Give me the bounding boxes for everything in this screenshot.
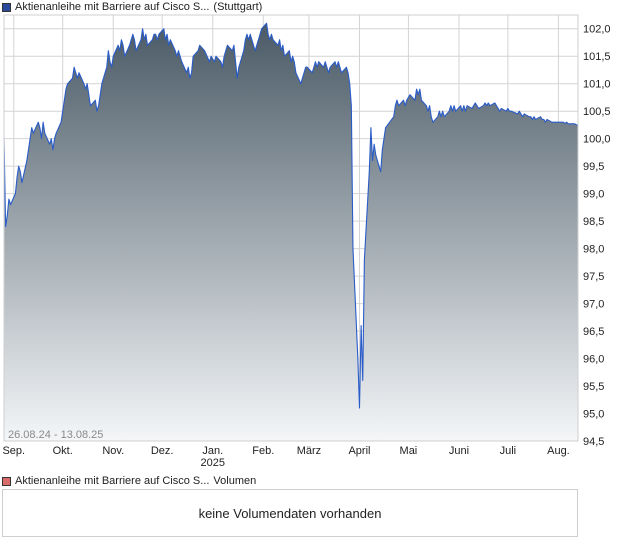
y-tick-label: 101,0 — [583, 79, 611, 91]
x-tick-label: April — [348, 445, 370, 457]
date-range-label: 26.08.24 - 13.08.25 — [8, 429, 103, 441]
y-tick-label: 96,5 — [583, 326, 604, 338]
y-tick-label: 99,5 — [583, 161, 604, 173]
price-area — [4, 23, 578, 441]
x-tick-label: Jan. — [202, 445, 223, 457]
y-tick-label: 97,5 — [583, 271, 604, 283]
price-legend-label: Aktienanleihe mit Barriere auf Cisco S..… — [15, 1, 210, 13]
x-tick-label: Juni — [449, 445, 469, 457]
volume-legend-suffix: Volumen — [213, 475, 257, 487]
x-tick-label: Okt. — [53, 445, 73, 457]
y-tick-label: 100,0 — [583, 134, 611, 146]
x-tick-year-label: 2025 — [200, 457, 224, 469]
y-tick-label: 102,0 — [583, 24, 611, 36]
price-legend-swatch — [2, 2, 11, 12]
price-legend: Aktienanleihe mit Barriere auf Cisco S..… — [2, 0, 262, 14]
y-tick-label: 96,0 — [583, 354, 604, 366]
y-tick-label: 101,5 — [583, 51, 611, 63]
volume-panel: keine Volumendaten vorhanden — [2, 489, 578, 537]
y-tick-label: 98,0 — [583, 244, 604, 256]
x-tick-label: Aug. — [547, 445, 570, 457]
price-legend-exchange: (Stuttgart) — [213, 1, 263, 13]
plot-frame — [3, 14, 579, 442]
y-tick-label: 94,5 — [583, 436, 604, 448]
volume-legend-swatch — [2, 476, 11, 486]
x-tick-label: Nov. — [102, 445, 124, 457]
x-tick-label: Sep. — [2, 445, 25, 457]
price-chart: 94,5 95,0 95,5 96,0 96,5 97,0 97,5 98,0 98,5 99,0… — [2, 14, 611, 469]
x-tick-label: Feb. — [252, 445, 274, 457]
volume-empty-message: keine Volumendaten vorhanden — [198, 505, 382, 521]
price-line — [3, 22, 578, 409]
y-tick-label: 95,5 — [583, 381, 604, 393]
y-tick-label: 100,5 — [583, 106, 611, 118]
x-tick-label: Dez. — [151, 445, 174, 457]
y-tick-label: 95,0 — [583, 409, 604, 421]
volume-legend: Aktienanleihe mit Barriere auf Cisco S..… — [2, 474, 256, 488]
y-tick-label: 98,5 — [583, 216, 604, 228]
x-tick-label: Juli — [500, 445, 517, 457]
x-tick-label: März — [297, 445, 321, 457]
y-tick-label: 99,0 — [583, 189, 604, 201]
x-tick-label: Mai — [400, 445, 418, 457]
y-tick-label: 97,0 — [583, 299, 604, 311]
volume-legend-label: Aktienanleihe mit Barriere auf Cisco S..… — [15, 475, 210, 487]
